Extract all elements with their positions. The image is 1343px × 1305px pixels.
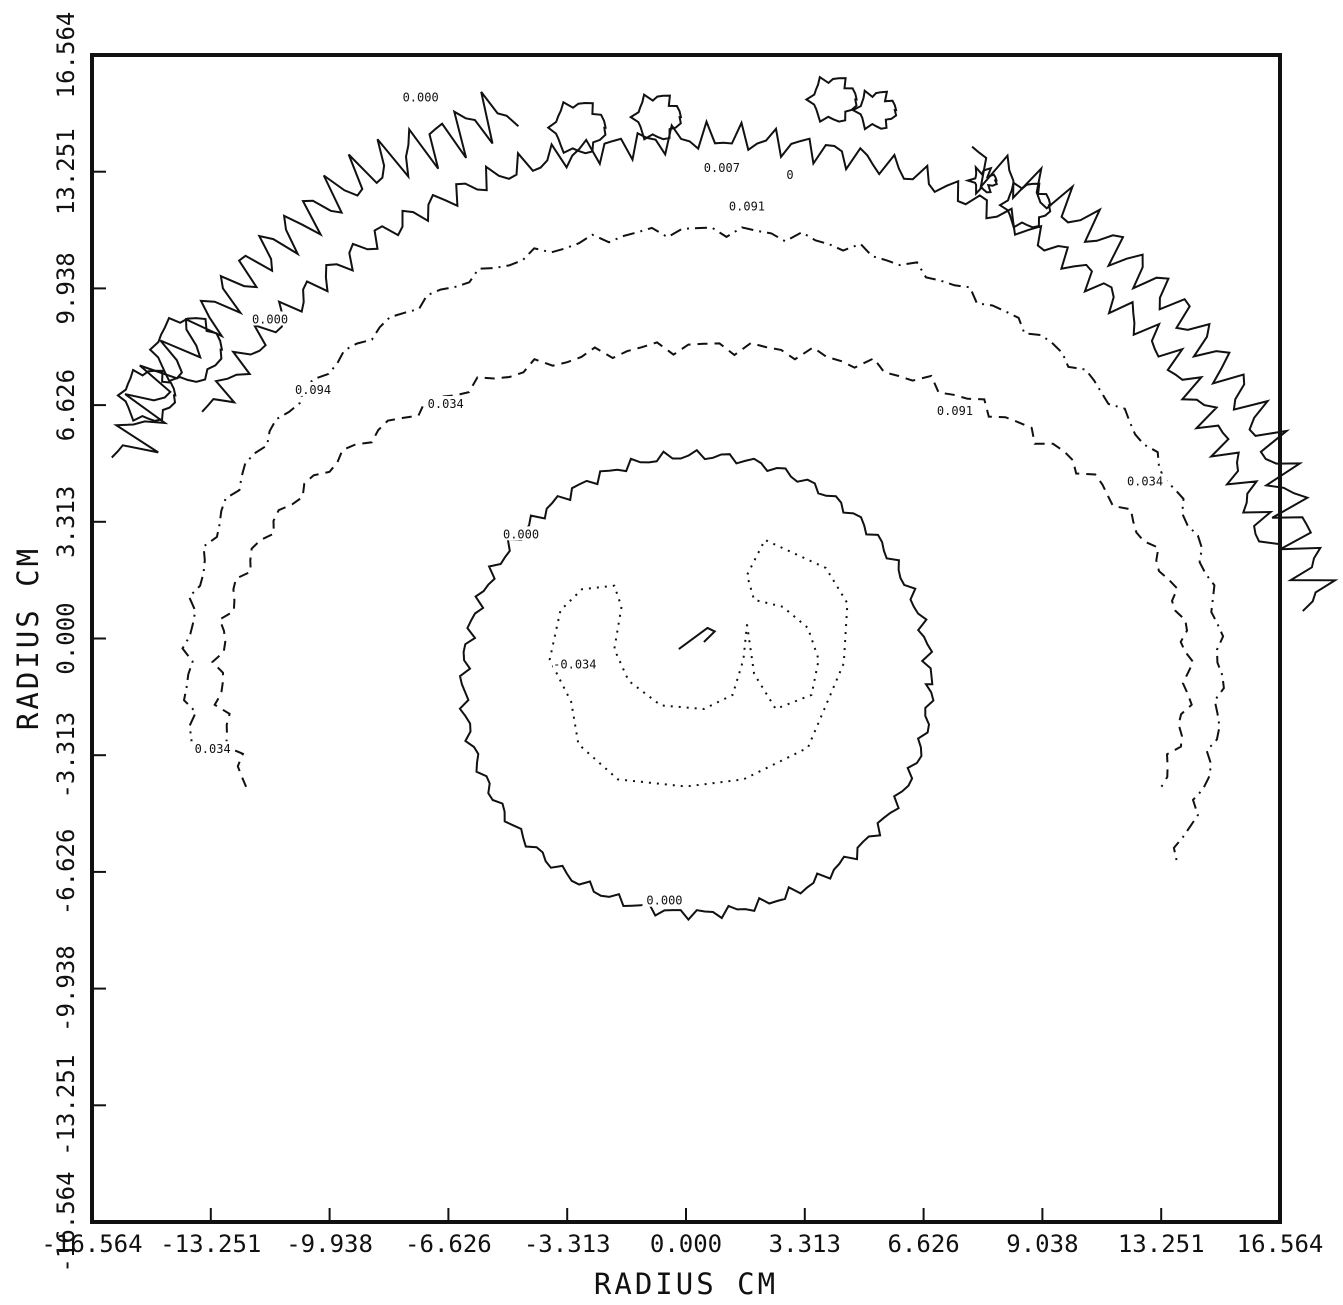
x-tick-label: 13.251 bbox=[1118, 1230, 1205, 1258]
contour-line-0.000-blob bbox=[116, 368, 177, 422]
contour-labels: 0.000 0.000 0.007 0 0.091 0.094 0.034 0.091 0.03… bbox=[190, 89, 1168, 908]
x-tick-label: -13.251 bbox=[160, 1230, 261, 1258]
y-tick-label: 16.564 bbox=[52, 12, 80, 99]
contour-label-bg bbox=[190, 741, 235, 756]
contour-label-bg bbox=[499, 526, 544, 541]
y-axis-ticks: -16.564 -13.251 -9.938 -6.626 -3.313 0.000 3.3… bbox=[52, 12, 106, 1273]
contour-line-0.091-arc bbox=[181, 226, 1225, 865]
x-tick-label: -6.626 bbox=[405, 1230, 492, 1258]
contour-label-bg bbox=[642, 892, 687, 907]
contour-line-0.000-right-edge bbox=[971, 145, 1339, 612]
contour-label: 0.000 bbox=[403, 91, 439, 105]
y-tick-label: -6.626 bbox=[52, 829, 80, 916]
contour-line-0.000-top-left-edge bbox=[111, 91, 520, 459]
contour-line-0.000-outer-arc bbox=[201, 118, 1281, 546]
contour-label: 0.034 bbox=[428, 397, 464, 411]
x-tick-label: 9.038 bbox=[1006, 1230, 1078, 1258]
contour-lines bbox=[111, 75, 1339, 922]
x-tick-label: -3.313 bbox=[524, 1230, 611, 1258]
contour-label-bg bbox=[398, 89, 443, 104]
contour-label-bg bbox=[552, 656, 597, 671]
x-axis-ticks: -16.564 -13.251 -9.938 -6.626 -3.313 0.000 3.3… bbox=[41, 1208, 1323, 1258]
contour-label-bg bbox=[767, 167, 812, 182]
contour-label: 0.000 bbox=[646, 894, 682, 908]
contour-label-bg bbox=[724, 198, 769, 213]
contour-line-0.000-blob bbox=[804, 75, 858, 124]
contour-label: 0.000 bbox=[252, 312, 288, 326]
contour-label: 0 bbox=[786, 168, 793, 182]
y-tick-label: -3.313 bbox=[52, 712, 80, 799]
contour-line-0.000-blob bbox=[998, 181, 1052, 229]
contour-label-bg bbox=[248, 311, 293, 326]
contour-label: 0.034 bbox=[1127, 475, 1163, 489]
contour-line-0.000-blob bbox=[850, 88, 898, 131]
y-axis-title: RADIUS CM bbox=[11, 546, 45, 730]
contour-label-bg bbox=[699, 159, 744, 174]
contour-label-bg bbox=[423, 396, 468, 411]
contour-line-0.000-center-spot bbox=[678, 626, 717, 650]
contour-line-0.000-blob bbox=[148, 316, 224, 383]
contour-label: 0.007 bbox=[704, 161, 740, 175]
y-tick-label: 6.626 bbox=[52, 369, 80, 441]
x-tick-label: 16.564 bbox=[1237, 1230, 1324, 1258]
contour-line-0.034-inner-arc bbox=[210, 341, 1195, 788]
plot-frame bbox=[90, 53, 1282, 1224]
contour-label-bg bbox=[1123, 473, 1168, 488]
x-tick-label: -9.938 bbox=[286, 1230, 373, 1258]
x-tick-label: -16.564 bbox=[41, 1230, 142, 1258]
y-tick-label: 13.251 bbox=[52, 128, 80, 215]
x-tick-label: 6.626 bbox=[887, 1230, 959, 1258]
x-axis-title: RADIUS CM bbox=[594, 1267, 778, 1301]
contour-line-0.000-center bbox=[458, 448, 935, 922]
y-tick-label: -13.251 bbox=[52, 1055, 80, 1156]
contour-label: 0.000 bbox=[503, 527, 539, 541]
contour-label: 0.034 bbox=[195, 742, 231, 756]
x-tick-label: 3.313 bbox=[769, 1230, 841, 1258]
contour-label-bg bbox=[932, 403, 977, 418]
y-tick-label: 0.000 bbox=[52, 602, 80, 674]
contour-label-bg bbox=[291, 381, 336, 396]
x-tick-label: 0.000 bbox=[650, 1230, 722, 1258]
contour-label: 0.091 bbox=[729, 200, 765, 214]
contour-line-0.000-blob bbox=[546, 100, 607, 155]
contour-label: 0.094 bbox=[295, 383, 331, 397]
y-tick-label: -16.564 bbox=[52, 1171, 80, 1272]
y-tick-label: 3.313 bbox=[52, 486, 80, 558]
contour-label: -0.034 bbox=[553, 658, 596, 672]
contour-line-0.000-blob bbox=[628, 93, 683, 141]
contour-line-0.000-blob bbox=[964, 164, 999, 197]
y-tick-label: -9.938 bbox=[52, 945, 80, 1032]
contour-label: 0.091 bbox=[937, 404, 973, 418]
y-tick-label: 9.938 bbox=[52, 252, 80, 324]
